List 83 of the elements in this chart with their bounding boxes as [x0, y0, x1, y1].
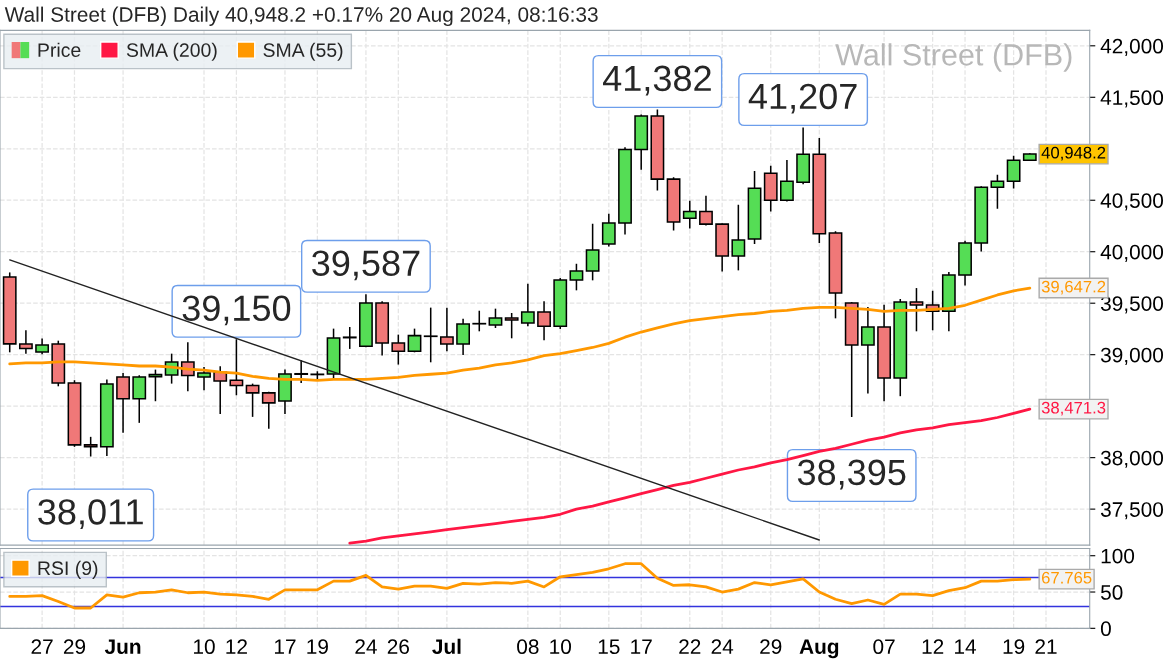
x-tick-label: 12 [226, 639, 247, 654]
candlestick [456, 317, 471, 356]
candlestick [18, 329, 33, 355]
text: 40,948.2 [1041, 146, 1106, 161]
x-tick-label: 17 [274, 639, 296, 654]
candlestick [1006, 155, 1021, 190]
x-tick-label: 29 [63, 639, 86, 655]
candlestick [699, 195, 713, 227]
x-tick-label: 19 [307, 639, 328, 655]
x-tick-label: 26 [387, 639, 409, 655]
legend-label: Price [38, 42, 81, 57]
data-label: 67.765 [1041, 571, 1092, 584]
candlestick [439, 306, 454, 353]
legend-label: SMA (55) [263, 42, 343, 61]
candlestick [990, 174, 1005, 210]
y-tick-label: 42,000 [1100, 38, 1164, 57]
legend-label: SMA (200) [126, 42, 217, 61]
x-tick-label: 19 [1003, 639, 1025, 655]
candlestick [294, 359, 309, 384]
x-tick-label: 21 [1035, 639, 1057, 654]
x-tick-label: 24 [355, 639, 377, 654]
y-tick-label: 40,000 [1100, 244, 1164, 262]
candlestick [83, 436, 98, 458]
x-tick-label: 15 [598, 639, 620, 655]
annotation: 41,382 [603, 65, 711, 96]
candlestick [132, 374, 147, 424]
line-series [8, 286, 1032, 382]
annotation: 38,395 [797, 459, 906, 490]
candlestick [520, 282, 535, 328]
candlestick [682, 200, 697, 230]
annotation: Wall Street (DFB) [835, 43, 1072, 72]
candlestick [585, 223, 600, 282]
y-tick-label: 38,000 [1100, 450, 1164, 468]
x-tick-label: 17 [631, 639, 652, 654]
candlestick [229, 338, 244, 397]
x-tick-label: 24 [711, 639, 734, 654]
y-tick-label: 100 [1101, 548, 1135, 564]
line-series [8, 562, 1032, 610]
x-tick-label: 10 [194, 639, 215, 655]
legend-label: RSI (9) [38, 560, 98, 579]
candlestick [342, 326, 357, 350]
annotation: 39,587 [312, 250, 420, 281]
candlestick [504, 312, 519, 340]
data-label: 38,471.3 [1041, 401, 1106, 416]
y-tick-label: 39,500 [1100, 296, 1164, 314]
x-tick-label: 14 [955, 639, 977, 654]
line-series [348, 407, 1032, 545]
data-label: 39,647.2 [1041, 280, 1106, 295]
x-tick-label: 22 [679, 639, 701, 654]
x-tick-label: 29 [760, 639, 782, 655]
candlestick [569, 263, 584, 292]
y-tick-label: 40,500 [1100, 193, 1164, 211]
x-tick-label: Jul [432, 638, 461, 655]
candlestick [197, 366, 211, 391]
candlestick [391, 333, 406, 366]
y-tick-label: 37,500 [1100, 502, 1164, 520]
candlestick [423, 306, 438, 364]
x-tick-label: 08 [517, 639, 539, 655]
candlestick [601, 213, 616, 248]
candlestick [116, 372, 130, 434]
annotation: 41,207 [748, 83, 857, 114]
y-tick-label: 0 [1100, 621, 1111, 637]
candlestick [860, 306, 875, 395]
candlestick [537, 300, 551, 342]
candlestick [488, 307, 503, 329]
y-tick-label: 41,500 [1100, 90, 1164, 108]
candlestick [780, 159, 794, 203]
annotation: 38,011 [38, 499, 143, 529]
x-tick-label: Jun [104, 639, 141, 655]
y-tick-label: 50 [1100, 585, 1123, 600]
x-tick-label: 10 [550, 639, 572, 655]
x-tick-label: 07 [873, 639, 895, 655]
candlestick [261, 391, 276, 430]
chart-title: Wall Street (DFB) Daily 40,948.2 +0.17% 20 Aug 2024, 08:16:33 [4, 6, 598, 27]
x-tick-label: Aug [799, 639, 839, 659]
candlestick [245, 382, 260, 418]
annotation: 39,150 [182, 295, 291, 326]
y-tick-label: 39,000 [1100, 347, 1164, 365]
candlestick [731, 204, 746, 272]
x-tick-label: 27 [31, 639, 53, 654]
candlestick [472, 309, 487, 333]
x-tick-label: 12 [922, 639, 944, 654]
candlestick [909, 287, 924, 333]
